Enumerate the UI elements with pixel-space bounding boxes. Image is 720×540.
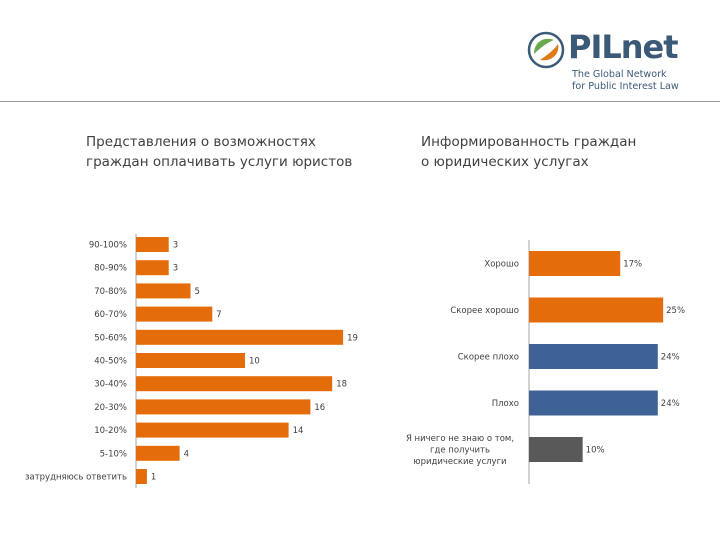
left-chart-bar xyxy=(136,422,289,438)
right-chart-category-label: где получить xyxy=(430,446,490,456)
logo-leaf-green xyxy=(534,38,554,54)
left-chart-category-label: 70-80% xyxy=(94,287,127,297)
left-chart-category-label: затрудняюсь ответить xyxy=(25,473,127,483)
header-divider xyxy=(0,101,720,102)
left-chart-bar xyxy=(136,353,245,368)
right-chart-bar xyxy=(529,437,583,462)
right-bar-chart: Хорошо 17% Скорее хорошо 25% Скорее плохо 24%… xyxy=(406,240,685,484)
left-chart-bar xyxy=(136,376,333,392)
left-chart-value-label: 19 xyxy=(347,333,358,343)
left-chart-value-label: 1 xyxy=(151,473,156,483)
left-chart-category-label: 10-20% xyxy=(94,426,127,436)
left-chart-bar xyxy=(136,260,169,276)
right-chart-value-label: 24% xyxy=(661,399,680,409)
left-chart-title-line-1: Представления о возможностях xyxy=(86,134,316,150)
left-chart-value-label: 7 xyxy=(216,310,221,320)
right-chart-category-label: Я ничего не знаю о том, xyxy=(406,434,514,444)
left-chart-value-label: 3 xyxy=(173,241,178,251)
right-chart-category-label: Скорее хорошо xyxy=(450,306,519,316)
logo-tagline-1: The Global Network xyxy=(572,69,667,80)
left-chart-category-label: 60-70% xyxy=(94,310,127,320)
pilnet-logo: PILnet The Global Network for Public Int… xyxy=(526,28,696,94)
left-chart-value-label: 16 xyxy=(314,403,325,413)
right-chart-bar xyxy=(529,297,664,323)
right-chart-bar xyxy=(529,251,621,276)
left-chart-value-label: 10 xyxy=(249,357,260,367)
right-chart-category-label: Хорошо xyxy=(484,260,519,270)
left-chart-title-line-2: граждан оплачивать услуги юристов xyxy=(86,154,353,170)
left-chart-category-label: 5-10% xyxy=(100,449,127,459)
left-chart-bar xyxy=(136,306,213,322)
left-chart-value-label: 4 xyxy=(184,449,189,459)
right-chart-category-label: Скорее плохо xyxy=(458,353,519,363)
left-chart-value-label: 14 xyxy=(293,426,304,436)
left-chart-category-label: 50-60% xyxy=(94,333,127,343)
left-chart-value-label: 3 xyxy=(173,264,178,274)
right-chart-title: Информированность граждан о юридических … xyxy=(421,132,636,172)
right-chart-bar xyxy=(529,344,658,369)
right-chart-category-label: юридические услуги xyxy=(413,457,506,467)
left-chart-bar xyxy=(136,445,180,461)
left-chart-bar xyxy=(136,399,311,415)
right-chart-title-line-2: о юридических услугах xyxy=(421,154,589,170)
logo-tagline-2: for Public Interest Law xyxy=(572,81,679,92)
left-chart-category-label: 40-50% xyxy=(94,357,127,367)
right-chart-value-label: 25% xyxy=(666,306,685,316)
left-chart-value-label: 18 xyxy=(336,380,347,390)
left-chart-category-label: 30-40% xyxy=(94,380,127,390)
right-chart-value-label: 17% xyxy=(623,260,642,270)
left-chart-bar xyxy=(136,237,169,252)
right-chart-value-label: 10% xyxy=(586,446,605,456)
left-chart-category-label: 90-100% xyxy=(89,241,127,251)
left-chart-category-label: 80-90% xyxy=(94,264,127,274)
left-chart-bar xyxy=(136,283,191,299)
pilnet-logo-icon xyxy=(527,31,565,69)
left-chart-value-label: 5 xyxy=(195,287,200,297)
left-chart-bar xyxy=(136,329,344,345)
right-chart-value-label: 24% xyxy=(661,353,680,363)
left-chart-title: Представления о возможностях граждан опл… xyxy=(86,132,352,172)
right-chart-category-label: Плохо xyxy=(492,399,519,409)
left-chart-bar xyxy=(136,469,147,484)
left-chart-category-label: 20-30% xyxy=(94,403,127,413)
logo-leaf-orange xyxy=(540,44,559,61)
logo-name: PILnet xyxy=(568,28,679,66)
left-bar-chart: 90-100% 3 80-90% 3 70-80% 5 60-70% 7 50-60% 19 40-… xyxy=(25,234,358,488)
right-chart-bar xyxy=(529,390,658,416)
right-chart-title-line-1: Информированность граждан xyxy=(421,134,637,150)
